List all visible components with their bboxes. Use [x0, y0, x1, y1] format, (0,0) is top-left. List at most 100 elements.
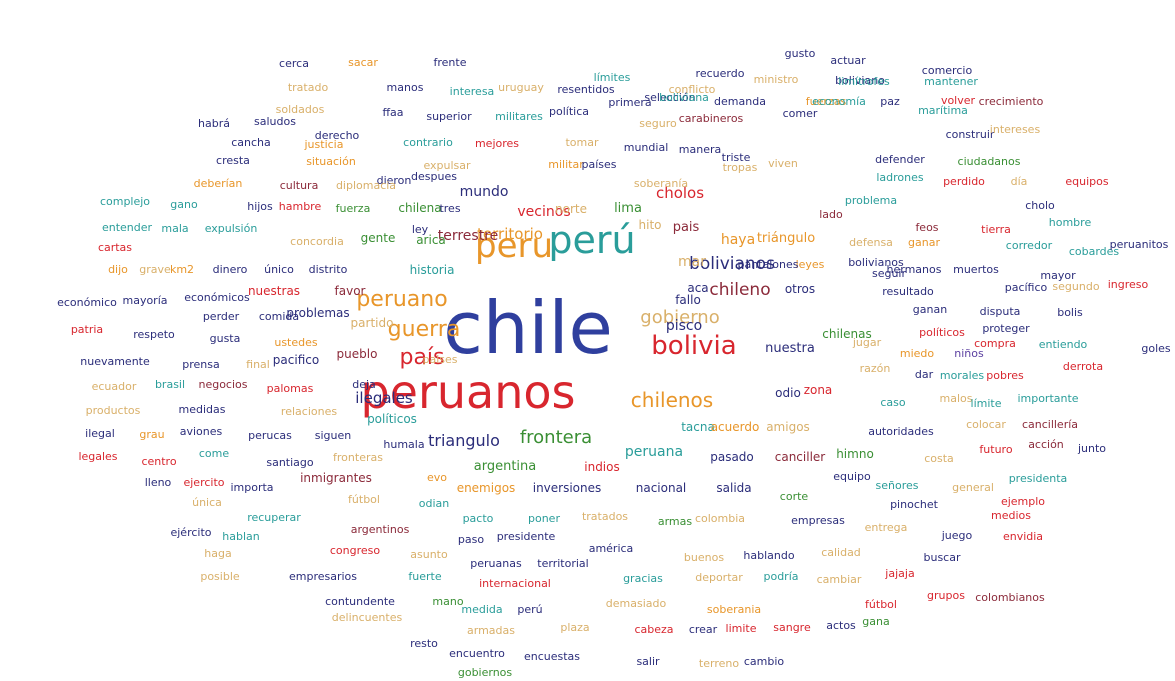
cloud-word: situación [306, 154, 356, 168]
cloud-word: pacifico [272, 353, 320, 367]
cloud-word: proteger [982, 321, 1030, 335]
cloud-word: internacional [479, 576, 551, 590]
cloud-word: contrario [403, 135, 453, 149]
cloud-word: frente [433, 55, 467, 69]
cloud-word: siguen [314, 428, 352, 442]
cloud-word: aviones [179, 424, 223, 438]
cloud-word: grupos [927, 588, 965, 602]
cloud-word: partido [350, 316, 394, 330]
cloud-word: cambio [743, 654, 785, 668]
cloud-word: demasiado [605, 596, 667, 610]
cloud-word: buscar [923, 550, 961, 564]
cloud-word: autoridades [868, 424, 934, 438]
cloud-word: malos [939, 391, 973, 405]
cloud-word: único [264, 262, 294, 276]
cloud-word: conflicto [668, 82, 716, 96]
cloud-word: complejo [99, 194, 151, 208]
cloud-word: argentina [473, 458, 537, 474]
cloud-word: primera [608, 95, 652, 109]
cloud-word: cresta [216, 153, 250, 167]
cloud-word: palomas [266, 381, 314, 395]
cloud-word: mayor [1040, 268, 1076, 282]
cloud-word: entender [101, 220, 153, 234]
cloud-word: tomar [565, 135, 599, 149]
cloud-word: boliviana [659, 90, 709, 104]
cloud-word: arica [416, 233, 446, 247]
cloud-word: medidas [178, 402, 226, 416]
cloud-word: tacna [681, 420, 715, 434]
cloud-word: deportar [695, 570, 743, 584]
cloud-word: segundo [1052, 279, 1100, 293]
cloud-word: deberían [193, 176, 243, 190]
cloud-word: entiendo [1038, 337, 1088, 351]
cloud-word: construir [945, 127, 995, 141]
cloud-word: crecimiento [978, 94, 1044, 108]
cloud-word: historia [409, 263, 455, 277]
cloud-word: gano [170, 197, 198, 211]
cloud-word: defensa [849, 235, 893, 249]
cloud-word: territorial [537, 556, 589, 570]
cloud-word: inmigrantes [300, 471, 372, 485]
cloud-word: equipo [833, 469, 871, 483]
cloud-word: pacto [462, 511, 494, 525]
cloud-word: ejército [170, 525, 212, 539]
cloud-word: pinochet [890, 497, 938, 511]
cloud-word: militares [495, 109, 543, 123]
cloud-word: peruana [624, 444, 684, 460]
cloud-word: colombia [694, 511, 746, 525]
cloud-word: resultado [882, 284, 934, 298]
cloud-word: productos [85, 403, 141, 417]
cloud-word: resentidos [557, 82, 615, 96]
cloud-word: américa [588, 541, 634, 555]
cloud-word: resto [410, 636, 438, 650]
cloud-word: peru [474, 226, 554, 266]
cloud-word: seguro [639, 116, 677, 130]
cloud-word: congreso [329, 543, 381, 557]
cloud-word: recuperar [247, 510, 301, 524]
cloud-word: cholo [1025, 198, 1055, 212]
cloud-word: vecinos [517, 204, 571, 220]
cloud-word: ejercito [183, 475, 225, 489]
cloud-word: general [952, 480, 994, 494]
cloud-word: brasil [154, 377, 186, 391]
cloud-word: económicos [184, 290, 250, 304]
cloud-word: equipos [1065, 174, 1109, 188]
cloud-word: intereses [989, 122, 1041, 136]
cloud-word: límites [593, 70, 631, 84]
cloud-word: mano [432, 594, 464, 608]
cloud-word: mantener [924, 74, 978, 88]
cloud-word: grau [139, 427, 165, 441]
cloud-word: interesa [449, 84, 495, 98]
cloud-word: come [198, 446, 230, 460]
cloud-word: peruano [356, 287, 448, 312]
cloud-word: dinero [212, 262, 248, 276]
cloud-word: sacar [348, 55, 378, 69]
cloud-word: hijos [247, 199, 273, 213]
cloud-word: límite [970, 396, 1002, 410]
cloud-word: nacional [635, 481, 687, 495]
cloud-word: boliviano [835, 73, 885, 87]
cloud-word: haya [720, 232, 756, 248]
cloud-word: mejores [474, 136, 520, 150]
cloud-word: otros [784, 282, 816, 296]
cloud-word: paises [422, 352, 458, 366]
cloud-word: gana [862, 614, 890, 628]
cloud-word: país [399, 345, 445, 370]
cloud-word: defender [875, 152, 925, 166]
cloud-word: juego [941, 528, 973, 542]
cloud-word: distrito [308, 262, 348, 276]
cloud-word: corte [779, 489, 809, 503]
cloud-word: perú [548, 218, 636, 262]
cloud-word: comer [782, 106, 818, 120]
cloud-word: mala [161, 221, 189, 235]
cloud-word: gusta [209, 331, 241, 345]
cloud-word: colocar [966, 417, 1006, 431]
cloud-word: fútbol [348, 492, 380, 506]
cloud-word: ley [411, 222, 429, 236]
cloud-word: soberanía [633, 176, 689, 190]
cloud-word: expulsión [204, 221, 258, 235]
cloud-word: pisco [665, 318, 703, 334]
cloud-word: peruanitos [1109, 237, 1169, 251]
cloud-word: zona [803, 383, 833, 397]
cloud-word: prensa [182, 357, 220, 371]
